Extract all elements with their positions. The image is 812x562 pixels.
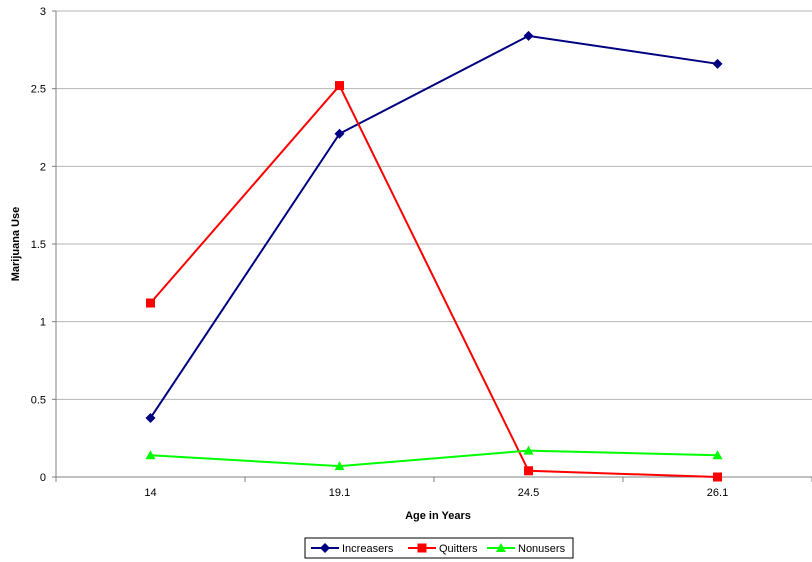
legend-marker-increasers: [320, 543, 330, 553]
axes: 0 0.5 1 1.5 2 2.5 3 14 19.1 24.5 26.1: [31, 6, 812, 499]
y-tick-label: 2.5: [31, 84, 46, 96]
legend-item-quitters: Quitters: [408, 543, 478, 555]
series-line-quitters: [149, 83, 718, 478]
y-tick-label: 3: [40, 6, 46, 18]
data-point-quitters: [524, 466, 533, 476]
legend-label: Quitters: [439, 543, 478, 555]
series-line-nonusers: [150, 449, 718, 468]
data-point-nonusers: [334, 461, 345, 471]
x-tick-label: 26.1: [707, 487, 728, 499]
data-point-increasers: [334, 128, 345, 139]
data-point-quitters: [335, 81, 344, 91]
y-tick-label: 2: [40, 161, 46, 173]
data-point-increasers: [145, 412, 156, 423]
legend-item-nonusers: Nonusers: [487, 543, 566, 555]
series-nonusers: [145, 445, 723, 471]
legend-label: Increasers: [342, 543, 394, 555]
series-increasers: [145, 30, 723, 423]
gridlines: [56, 10, 812, 400]
x-tick-label: 19.1: [329, 487, 350, 499]
y-tick-label: 1: [40, 317, 46, 329]
data-point-increasers: [712, 58, 723, 69]
y-tick-label: 0: [40, 472, 46, 484]
x-tick-label: 24.5: [518, 487, 539, 499]
series-quitters: [146, 81, 722, 482]
y-axis-title: Marijuana Use: [10, 207, 22, 282]
legend-box: [304, 537, 574, 559]
legend-marker-quitters: [417, 543, 427, 553]
y-tick-label: 1.5: [31, 239, 46, 251]
series-line-increasers: [149, 34, 718, 419]
legend: Increasers Quitters Nonusers: [304, 537, 574, 559]
data-point-quitters: [713, 472, 722, 482]
series-group: [145, 30, 723, 482]
legend-label: Nonusers: [518, 543, 566, 555]
data-point-quitters: [146, 298, 155, 308]
data-point-nonusers: [523, 445, 534, 455]
y-tick-label: 0.5: [31, 394, 46, 406]
data-point-nonusers: [145, 450, 156, 460]
x-tick-label: 14: [144, 487, 156, 499]
legend-marker-nonusers: [496, 543, 506, 552]
legend-item-increasers: Increasers: [311, 543, 394, 555]
x-axis-title: Age in Years: [405, 510, 471, 522]
data-point-nonusers: [712, 450, 723, 460]
data-point-increasers: [523, 30, 534, 41]
